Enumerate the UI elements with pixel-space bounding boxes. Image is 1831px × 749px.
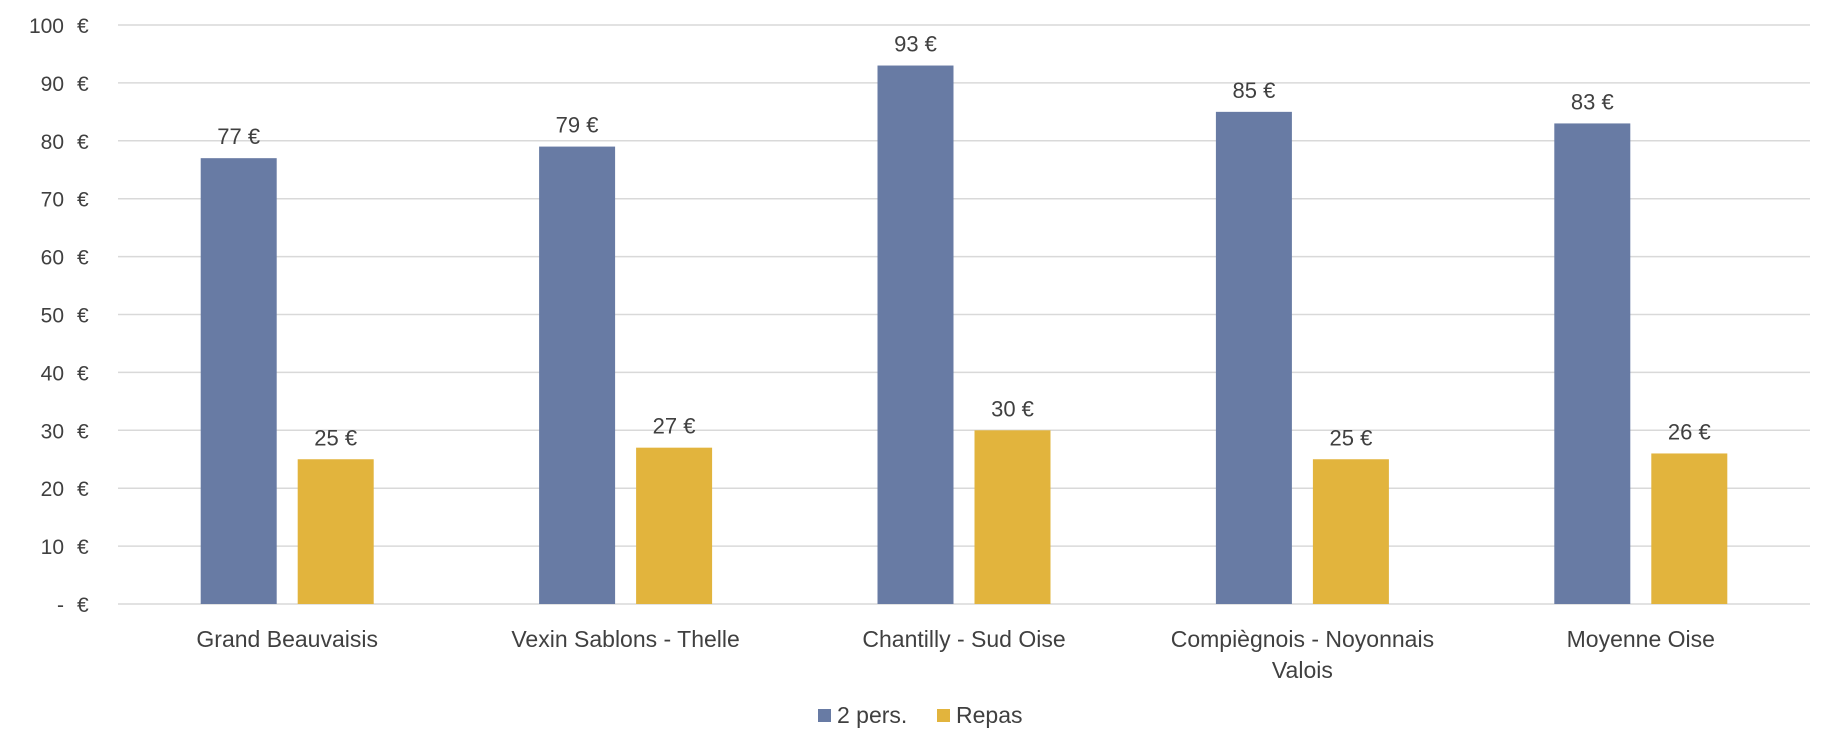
bar-series-2	[974, 430, 1051, 604]
legend-swatch	[937, 709, 950, 722]
bar-series-2	[1312, 459, 1389, 604]
y-tick-label-value: 100	[29, 15, 64, 38]
y-tick-label-currency: €	[77, 536, 89, 559]
y-tick-label-currency: €	[77, 131, 89, 154]
y-tick-label-currency: €	[77, 305, 89, 328]
bar-series-2	[1651, 453, 1728, 604]
y-tick-label-value: 20	[41, 478, 64, 501]
y-tick-label-currency: €	[77, 362, 89, 385]
data-label: 25 €	[314, 425, 357, 450]
bars	[200, 65, 1728, 605]
y-tick-label-currency: €	[77, 73, 89, 96]
y-tick-label-value: 10	[41, 536, 64, 559]
category-label: Chantilly - Sud Oise	[862, 626, 1065, 652]
bar-series-1	[1554, 123, 1631, 605]
legend-swatch	[818, 709, 831, 722]
bar-series-2	[636, 447, 713, 604]
data-label: 85 €	[1232, 78, 1275, 103]
data-label: 25 €	[1329, 425, 1372, 450]
y-axis-tick-labels: - €10 €20 €30 €40 €50 €60 €70 €80 €90 €100 €	[29, 15, 89, 617]
data-label: 77 €	[217, 124, 260, 149]
y-tick-label-value: -	[57, 594, 64, 617]
data-label: 83 €	[1571, 89, 1614, 114]
y-tick-label-currency: €	[77, 594, 89, 617]
bar-series-1	[877, 65, 954, 604]
bar-series-1	[200, 158, 277, 605]
y-tick-label-currency: €	[77, 15, 89, 38]
legend-label: 2 pers.	[837, 702, 907, 728]
category-label: Compiègnois - Noyonnais	[1171, 626, 1434, 652]
category-label: Grand Beauvaisis	[196, 626, 378, 652]
bar-series-2	[297, 459, 374, 604]
y-tick-label-value: 90	[41, 73, 64, 96]
data-label: 79 €	[556, 113, 599, 138]
y-tick-label-currency: €	[77, 189, 89, 212]
y-tick-label-currency: €	[77, 478, 89, 501]
data-labels: 77 € 25 € 79 € 27 € 93 € 30 € 85 € 25 € 83 € 26 €	[217, 32, 1710, 451]
y-tick-label-currency: €	[77, 420, 89, 443]
y-tick-label-currency: €	[77, 247, 89, 270]
category-label: Moyenne Oise	[1567, 626, 1715, 652]
data-label: 27 €	[653, 414, 696, 439]
y-tick-label-value: 70	[41, 189, 64, 212]
category-label: Valois	[1272, 657, 1333, 683]
y-tick-label-value: 50	[41, 305, 64, 328]
y-tick-label-value: 30	[41, 420, 64, 443]
x-axis-category-labels: Grand Beauvaisis Vexin Sablons - Thelle Ch…	[196, 626, 1715, 683]
gridlines	[118, 24, 1810, 605]
y-tick-label-value: 40	[41, 362, 64, 385]
legend-label: Repas	[956, 702, 1022, 728]
data-label: 30 €	[991, 396, 1034, 421]
y-tick-label-value: 60	[41, 247, 64, 270]
data-label: 26 €	[1668, 419, 1711, 444]
y-tick-label-value: 80	[41, 131, 64, 154]
legend: 2 pers. Repas	[818, 702, 1022, 728]
data-label: 93 €	[894, 32, 937, 57]
bar-series-1	[539, 146, 616, 604]
bar-series-1	[1215, 111, 1292, 604]
category-label: Vexin Sablons - Thelle	[511, 626, 739, 652]
